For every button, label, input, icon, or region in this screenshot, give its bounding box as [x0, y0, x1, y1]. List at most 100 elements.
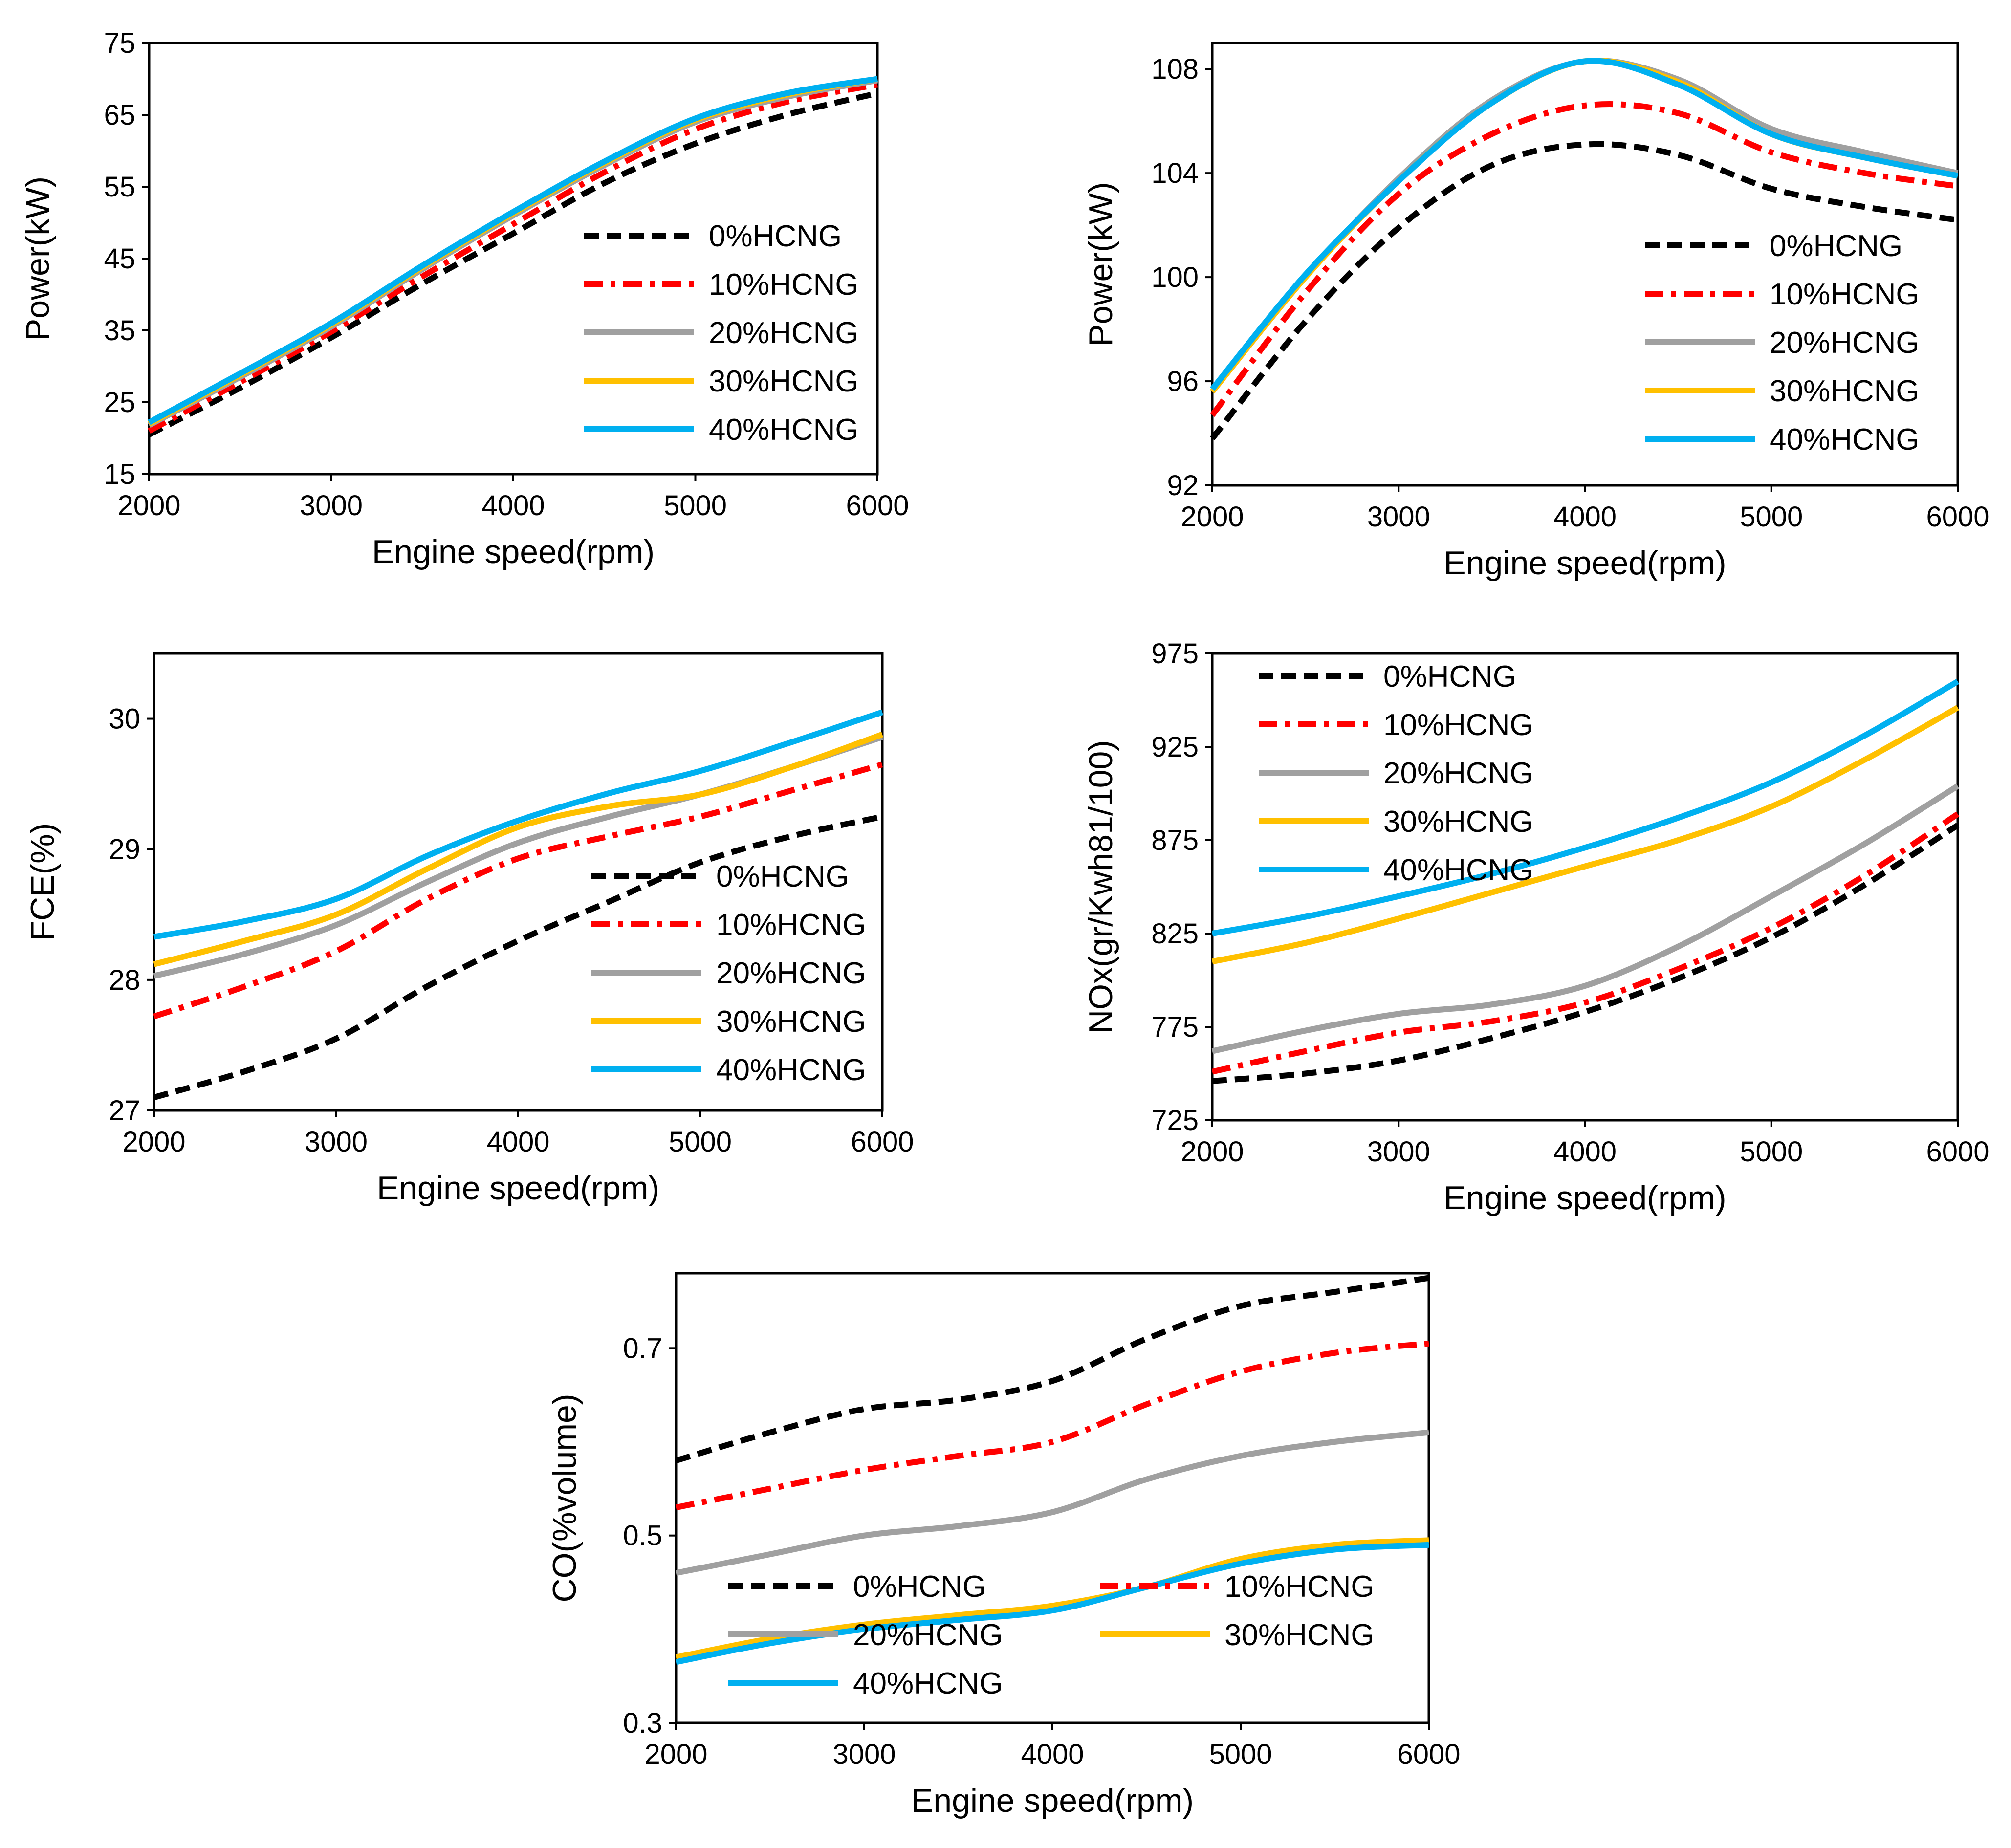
y-tick-label: 30	[109, 703, 140, 735]
x-tick-label: 6000	[1926, 1136, 1989, 1168]
series-line-10pct-hcng	[148, 82, 878, 434]
y-axis-title: Power(kW)	[1082, 182, 1119, 346]
y-tick-label: 65	[104, 99, 135, 131]
chart-power-2: 2000 3000 4000 5000 6000 92 96 100 104 108 Engine …	[1082, 42, 1989, 582]
x-tick-label: 3000	[1367, 1136, 1430, 1168]
y-tick-label: 75	[104, 27, 135, 59]
y-tick-label: 825	[1151, 918, 1199, 950]
x-tick-label: 6000	[1397, 1739, 1460, 1770]
series-line-20pct-hcng	[675, 1429, 1429, 1576]
legend-label: 0%HCNG	[853, 1570, 986, 1604]
x-tick-label: 5000	[1740, 1136, 1803, 1168]
legend-label: 40%HCNG	[1383, 853, 1533, 887]
series-line-40pct-hcng	[153, 709, 883, 940]
legend-label: 30%HCNG	[716, 1005, 866, 1039]
legend-label: 20%HCNG	[1770, 326, 1920, 360]
y-tick-label: 25	[104, 387, 135, 418]
chart-fce: 2000 3000 4000 5000 6000 27 28 29 30 Engine speed…	[24, 652, 914, 1207]
x-tick-label: 4000	[481, 490, 545, 522]
x-tick-label: 3000	[832, 1739, 896, 1770]
legend-label: 40%HCNG	[853, 1667, 1003, 1700]
legend-label: 30%HCNG	[1383, 805, 1533, 839]
y-tick-label: 35	[104, 315, 135, 347]
y-tick-label: 92	[1167, 470, 1199, 501]
legend-label: 0%HCNG	[716, 860, 849, 893]
series-line-30pct-hcng	[153, 731, 884, 967]
series-line-40pct-hcng	[675, 1542, 1429, 1665]
x-tick-label: 5000	[1209, 1739, 1272, 1770]
x-tick-label: 2000	[1180, 501, 1244, 533]
series-line-40pct-hcng	[148, 76, 878, 425]
x-axis-title: Engine speed(rpm)	[1443, 1179, 1726, 1217]
y-tick-label: 28	[109, 964, 140, 996]
legend-label: 40%HCNG	[709, 413, 859, 447]
y-axis-title: NOx(gr/Kwh81/100)	[1082, 740, 1119, 1034]
x-axis-title: Engine speed(rpm)	[377, 1170, 659, 1207]
y-tick-label: 45	[104, 243, 135, 275]
legend-label: 10%HCNG	[1770, 278, 1920, 311]
x-tick-label: 3000	[300, 490, 363, 522]
chart-co: 2000 3000 4000 5000 6000 0.3 0.5 0.7 Engine spee…	[546, 1272, 1461, 1819]
legend-label: 10%HCNG	[1224, 1570, 1375, 1604]
x-tick-label: 4000	[1021, 1739, 1084, 1770]
x-axis-title: Engine speed(rpm)	[372, 533, 655, 570]
plot-area	[148, 42, 879, 476]
legend-label: 20%HCNG	[709, 316, 859, 350]
x-tick-label: 2000	[122, 1126, 185, 1158]
legend-label: 20%HCNG	[1383, 757, 1533, 790]
legend-label: 0%HCNG	[709, 219, 842, 253]
x-tick-label: 5000	[664, 490, 727, 522]
x-tick-label: 2000	[1180, 1136, 1244, 1168]
series-line-20pct-hcng	[1211, 783, 1960, 1054]
legend-label: 10%HCNG	[1383, 708, 1533, 742]
y-tick-label: 0.7	[623, 1332, 662, 1364]
y-tick-label: 875	[1151, 825, 1199, 856]
series-line-10pct-hcng	[1211, 811, 1960, 1075]
legend-label: 0%HCNG	[1383, 660, 1516, 694]
x-tick-label: 4000	[1553, 501, 1617, 533]
legend-label: 40%HCNG	[716, 1053, 866, 1087]
series-line-0pct-hcng	[675, 1275, 1429, 1464]
legend-label: 30%HCNG	[709, 365, 859, 398]
legend-label: 40%HCNG	[1770, 423, 1920, 457]
y-tick-label: 0.3	[623, 1707, 662, 1739]
x-tick-label: 3000	[305, 1126, 368, 1158]
y-tick-label: 100	[1151, 261, 1199, 293]
legend-label: 10%HCNG	[716, 908, 866, 942]
series-line-10pct-hcng	[153, 761, 883, 1020]
y-tick-label: 55	[104, 171, 135, 203]
x-tick-label: 5000	[669, 1126, 732, 1158]
x-tick-label: 2000	[644, 1739, 707, 1770]
x-tick-label: 4000	[1553, 1136, 1617, 1168]
y-tick-label: 725	[1151, 1105, 1199, 1136]
x-axis-title: Engine speed(rpm)	[1443, 544, 1726, 582]
series-line-10pct-hcng	[1210, 101, 1958, 417]
x-tick-label: 5000	[1740, 501, 1803, 533]
series-line-0pct-hcng	[153, 814, 883, 1101]
y-axis-title: CO(%volume)	[546, 1394, 583, 1603]
series-line-30pct-hcng	[1211, 705, 1959, 965]
y-tick-label: 15	[104, 458, 135, 490]
x-tick-label: 6000	[846, 490, 909, 522]
x-tick-label: 3000	[1367, 501, 1430, 533]
y-tick-label: 0.5	[623, 1520, 662, 1552]
plot-area	[675, 1272, 1430, 1724]
series-line-0pct-hcng	[148, 90, 878, 437]
series-line-0pct-hcng	[1212, 823, 1960, 1084]
plot-area	[1211, 42, 1959, 487]
legend-label: 30%HCNG	[1770, 374, 1920, 408]
legend-label: 0%HCNG	[1770, 229, 1902, 263]
legend-label: 20%HCNG	[716, 957, 866, 990]
x-tick-label: 6000	[851, 1126, 914, 1158]
x-tick-label: 6000	[1926, 501, 1989, 533]
series-line-10pct-hcng	[675, 1340, 1429, 1511]
legend-label: 30%HCNG	[1224, 1618, 1375, 1652]
y-tick-label: 27	[109, 1095, 140, 1127]
legend-label: 10%HCNG	[709, 268, 859, 302]
y-tick-label: 925	[1151, 731, 1199, 763]
y-tick-label: 29	[109, 834, 140, 866]
y-tick-label: 104	[1151, 157, 1199, 189]
x-tick-label: 2000	[117, 490, 180, 522]
y-tick-label: 108	[1151, 53, 1199, 85]
